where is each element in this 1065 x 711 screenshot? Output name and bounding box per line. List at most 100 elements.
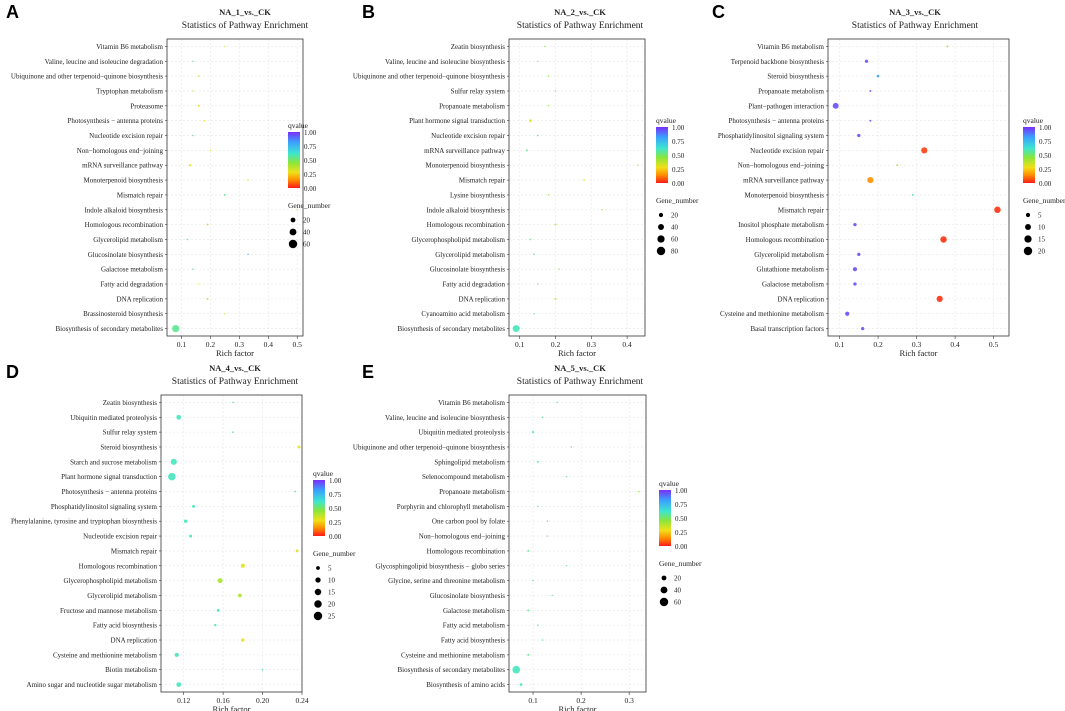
data-point bbox=[172, 324, 180, 333]
plot-frame bbox=[508, 394, 647, 693]
pathway-label: Amino sugar and nucleotide sugar metabol… bbox=[27, 681, 158, 689]
qvalue-tick-label: 0.00 bbox=[329, 533, 342, 541]
pathway-label: Zeatin biosynthesis bbox=[451, 43, 506, 51]
panel-label: E bbox=[362, 362, 374, 382]
panel-label: C bbox=[712, 2, 725, 22]
pathway-label: Vitamin B6 metabolism bbox=[438, 399, 505, 407]
data-point bbox=[241, 638, 245, 642]
pathway-label: Plant hormone signal transduction bbox=[61, 473, 157, 481]
data-point bbox=[527, 549, 530, 552]
pathway-label: Tryptophan metabolism bbox=[96, 87, 163, 95]
qvalue-legend-title: qvalue bbox=[288, 121, 309, 130]
pathway-label: Proteasome bbox=[130, 102, 163, 110]
gene-legend-dot bbox=[658, 212, 664, 218]
qvalue-tick-label: 0.25 bbox=[329, 519, 342, 527]
qvalue-colorbar bbox=[1023, 127, 1035, 183]
pathway-label: Lysine biosynthesis bbox=[450, 191, 505, 199]
gene-legend-dot bbox=[661, 575, 667, 581]
data-point bbox=[512, 665, 521, 674]
pathway-label: Cysteine and methionine metabolism bbox=[53, 651, 158, 659]
pathway-label: Biosynthesis of secondary metabolites bbox=[397, 666, 505, 674]
gene-legend-title: Gene_number bbox=[659, 559, 702, 568]
gene-legend-title: Gene_number bbox=[288, 201, 331, 210]
pathway-label: Monoterpenoid biosynthesis bbox=[744, 191, 824, 199]
pathway-label: mRNA surveillance pathway bbox=[424, 147, 505, 155]
pathway-label: Plant−pathogen interaction bbox=[748, 102, 824, 110]
gene-legend-dot bbox=[656, 246, 666, 256]
pathway-label: DNA replication bbox=[459, 295, 506, 303]
data-point bbox=[547, 105, 550, 107]
gene-legend-label: 80 bbox=[671, 248, 679, 256]
pathway-label: Homologous recombination bbox=[85, 221, 164, 229]
data-point bbox=[583, 179, 585, 181]
data-point bbox=[232, 401, 234, 404]
data-point bbox=[601, 209, 603, 211]
pathway-label: Glycerolipid metabolism bbox=[93, 236, 163, 244]
pathway-label: Biosynthesis of secondary metabolites bbox=[397, 325, 505, 333]
data-point bbox=[857, 252, 861, 256]
data-point bbox=[638, 490, 640, 493]
pathway-label: Ubiquinone and other terpenoid−quinone b… bbox=[353, 73, 505, 81]
plot-frame bbox=[166, 38, 304, 337]
pathway-label: Vitamin B6 metabolism bbox=[96, 43, 163, 51]
chart-subtitle: Statistics of Pathway Enrichment bbox=[182, 20, 309, 31]
panel-b: B NA_2_vs._CK Statistics of Pathway Enrich… bbox=[353, 2, 699, 358]
pathway-label: Basal transcription factors bbox=[751, 325, 825, 333]
gene-legend-title: Gene_number bbox=[656, 196, 699, 205]
gene-legend-dot bbox=[289, 228, 297, 236]
data-point bbox=[297, 445, 301, 449]
gene-legend-label: 60 bbox=[671, 236, 679, 244]
pathway-label: Nucleotide excision repair bbox=[83, 533, 158, 541]
panel-e: E NA_5_vs._CK Statistics of Pathway Enrich… bbox=[353, 362, 702, 711]
data-point bbox=[296, 209, 298, 211]
x-axis-label: Rich factor bbox=[900, 348, 938, 358]
data-point bbox=[189, 534, 193, 538]
plot-frame bbox=[508, 38, 646, 337]
data-point bbox=[853, 222, 857, 227]
pathway-label: Indole alkaloid biosynthesis bbox=[426, 206, 505, 214]
gene-legend-label: 20 bbox=[671, 212, 679, 220]
data-point bbox=[558, 268, 560, 270]
pathway-label: Non−homologous end−joining bbox=[419, 533, 506, 541]
data-point bbox=[541, 639, 544, 641]
x-tick-label: 0.24 bbox=[295, 696, 308, 705]
data-point bbox=[183, 519, 188, 523]
data-point bbox=[861, 326, 865, 331]
gene-legend-label: 40 bbox=[303, 229, 311, 237]
data-point bbox=[876, 74, 880, 78]
pathway-label: Glycerolipid metabolism bbox=[754, 251, 824, 259]
pathway-label: Photosynthesis − antenna proteins bbox=[728, 117, 824, 125]
qvalue-tick-label: 0.25 bbox=[1039, 166, 1052, 174]
pathway-label: Sulfur relay system bbox=[103, 429, 158, 437]
data-point bbox=[853, 282, 857, 286]
data-point bbox=[192, 268, 194, 270]
x-tick-label: 0.12 bbox=[177, 696, 190, 705]
gene-legend-dot bbox=[1023, 246, 1033, 256]
pathway-label: Phosphatidylinositol signaling system bbox=[51, 503, 158, 511]
data-point bbox=[224, 45, 226, 48]
gene-legend-label: 15 bbox=[328, 589, 336, 597]
gene-legend-label: 5 bbox=[328, 565, 332, 573]
pathway-label: Sphingolipid metabolism bbox=[434, 458, 505, 466]
qvalue-legend-title: qvalue bbox=[1023, 116, 1044, 125]
data-point bbox=[198, 283, 200, 285]
data-point bbox=[512, 325, 520, 333]
pathway-label: Photosynthesis − antenna proteins bbox=[67, 117, 163, 125]
x-tick-label: 0.1 bbox=[528, 696, 538, 705]
pathway-label: Selenocompound metabolism bbox=[422, 473, 506, 481]
x-tick-label: 0.3 bbox=[912, 340, 922, 349]
pathway-label: Propanoate metabolism bbox=[758, 87, 824, 95]
pathway-label: Glycerolipid metabolism bbox=[87, 592, 157, 600]
pathway-label: Cysteine and methionine metabolism bbox=[720, 310, 825, 318]
data-point bbox=[527, 653, 530, 656]
data-point bbox=[921, 147, 928, 154]
data-point bbox=[214, 623, 217, 627]
pathway-label: Phosphatidylinositol signaling system bbox=[718, 132, 825, 140]
data-point bbox=[170, 458, 177, 465]
data-point bbox=[295, 549, 299, 553]
panel-label: A bbox=[6, 2, 19, 22]
gene-legend-label: 40 bbox=[671, 224, 679, 232]
pathway-label: Inositol phosphate metabolism bbox=[738, 221, 824, 229]
pathway-label: Homologous recombination bbox=[427, 221, 506, 229]
pathway-label: Glycine, serine and threonine metabolism bbox=[388, 577, 505, 585]
